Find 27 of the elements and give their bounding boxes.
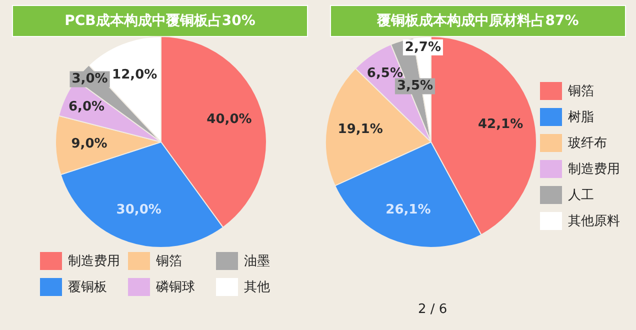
legend-label: 其他 — [244, 279, 270, 296]
data-label: 2,7% — [404, 40, 441, 55]
legend-label: 制造费用 — [68, 253, 120, 270]
legend-label: 油墨 — [244, 253, 270, 270]
data-label: 6,5% — [366, 66, 403, 82]
data-label: 42,1% — [478, 116, 524, 132]
legend-label: 铜箔 — [156, 253, 182, 270]
data-label: 40,0% — [206, 112, 252, 128]
legend-label: 磷铜球 — [156, 279, 195, 296]
legend-label: 树脂 — [568, 109, 594, 126]
legend-label: 铜箔 — [568, 83, 594, 100]
data-label: 19,1% — [338, 122, 383, 138]
legend-label: 玻纤布 — [568, 135, 607, 152]
legend-label: 其他原料 — [568, 213, 620, 230]
legend-label: 制造费用 — [568, 161, 620, 178]
legend-label: 人工 — [568, 187, 594, 204]
text: 2 / 6 — [418, 302, 448, 317]
data-label: 3,5% — [396, 78, 434, 94]
chart-title: 覆铜板成本构成中原材料占87% — [330, 5, 626, 37]
data-label: 26,1% — [386, 202, 431, 218]
data-label: 9,0% — [71, 136, 108, 152]
data-label: 12,0% — [112, 68, 158, 83]
data-label: 3,0% — [72, 72, 108, 87]
legend-label: 覆铜板 — [68, 279, 107, 296]
data-label: 30,0% — [116, 202, 162, 218]
chart-title: PCB成本构成中覆铜板占30% — [12, 5, 308, 37]
data-label: 6,0% — [68, 99, 105, 114]
